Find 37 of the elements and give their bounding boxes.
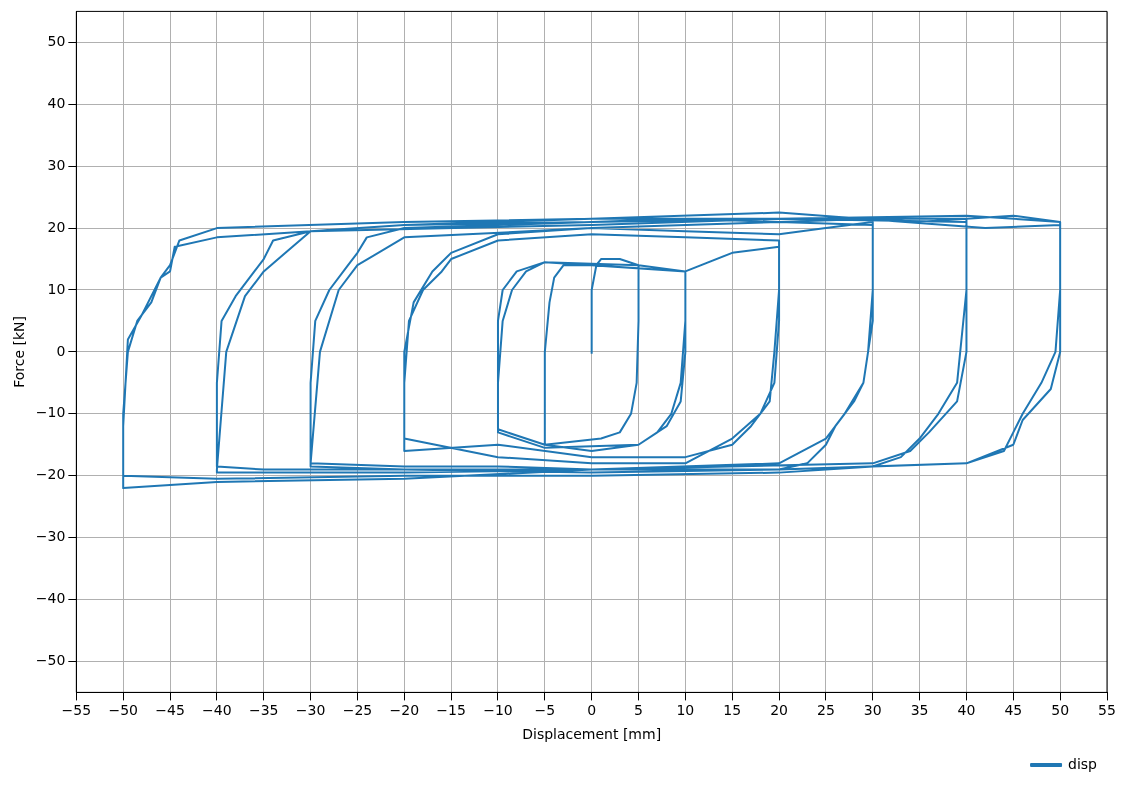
x-tick-label: −5 xyxy=(534,702,556,719)
x-tick-label: 15 xyxy=(723,702,742,719)
x-tick-label: 35 xyxy=(910,702,929,719)
x-tick-label: 40 xyxy=(957,702,976,719)
x-tick-label: 45 xyxy=(1004,702,1023,719)
legend-label: disp xyxy=(1068,755,1098,772)
x-tick-label: 25 xyxy=(817,702,835,719)
x-tick-label: −40 xyxy=(202,702,232,719)
y-tick-label: 40 xyxy=(47,94,66,111)
y-tick-label: −20 xyxy=(35,466,66,483)
x-tick-label: −30 xyxy=(295,702,326,719)
x-tick-label: 20 xyxy=(770,702,788,719)
x-tick-label: −10 xyxy=(483,702,513,719)
x-tick-label: 50 xyxy=(1051,702,1070,719)
x-tick-label: 10 xyxy=(676,702,695,719)
x-tick-label: −35 xyxy=(248,702,279,719)
x-tick-label: −25 xyxy=(342,702,373,719)
x-tick-label: −50 xyxy=(108,702,138,719)
y-tick-label: −50 xyxy=(35,652,66,669)
x-tick-label: 55 xyxy=(1098,702,1116,719)
x-tick-label: −55 xyxy=(61,702,92,719)
x-axis-title: Displacement [mm] xyxy=(522,726,662,743)
y-tick-label: 0 xyxy=(56,342,66,359)
y-axis-title: Force [kN] xyxy=(11,315,28,388)
y-tick-label: −40 xyxy=(35,590,66,607)
x-tick-label: −45 xyxy=(155,702,185,719)
x-tick-label: 0 xyxy=(587,702,597,719)
y-tick-label: −10 xyxy=(35,404,66,421)
x-tick-label: −20 xyxy=(389,702,420,719)
y-tick-label: 50 xyxy=(47,33,66,49)
y-tick-label: 30 xyxy=(47,156,66,173)
x-tick-label: −15 xyxy=(436,702,466,719)
x-tick-label: 30 xyxy=(863,702,882,719)
y-tick-label: 20 xyxy=(47,218,66,235)
y-tick-label: 10 xyxy=(47,280,66,297)
x-tick-label: 5 xyxy=(634,702,643,719)
y-tick-label: −30 xyxy=(35,528,66,545)
